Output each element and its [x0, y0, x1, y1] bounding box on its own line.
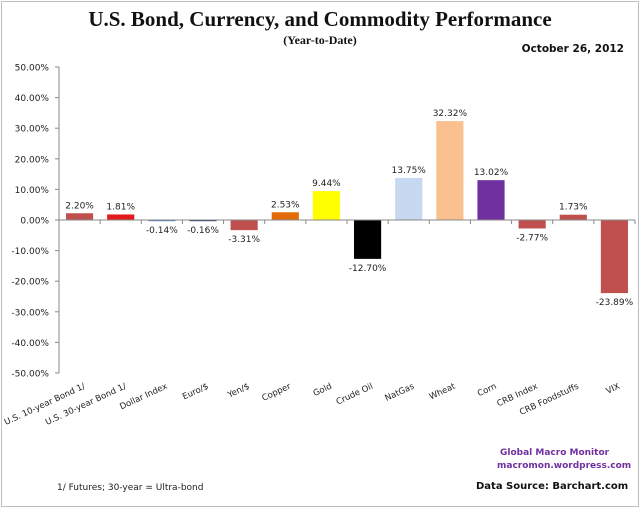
- x-tick-label: Crude Oil: [335, 382, 375, 408]
- x-tick-label: Gold: [312, 382, 334, 399]
- y-tick-label: -50.00%: [11, 370, 49, 380]
- data-label: 32.32%: [433, 109, 468, 119]
- data-label: 1.81%: [106, 202, 135, 212]
- y-tick-label: 10.00%: [15, 186, 50, 196]
- data-label: -12.70%: [349, 264, 387, 274]
- data-label: -23.89%: [596, 298, 634, 308]
- x-tick-label: Dollar Index: [118, 382, 169, 413]
- y-tick-label: 50.00%: [15, 64, 50, 74]
- bar: [271, 212, 299, 220]
- bar: [559, 214, 587, 220]
- x-tick-label: Yen/$: [225, 382, 251, 401]
- x-tick-label: Wheat: [428, 381, 458, 402]
- data-label: 2.20%: [65, 201, 94, 211]
- x-tick-label: Copper: [261, 381, 293, 403]
- data-label: -3.31%: [228, 235, 260, 245]
- x-tick-label: NatGas: [384, 381, 417, 403]
- credit-blog-url: macromon.wordpress.com: [497, 461, 632, 471]
- footnote: 1/ Futures; 30-year = Ultra-bond: [57, 483, 204, 493]
- data-label: 1.73%: [559, 203, 588, 213]
- bar: [477, 180, 505, 220]
- y-tick-label: -40.00%: [11, 339, 49, 349]
- chart-title: U.S. Bond, Currency, and Commodity Perfo…: [88, 7, 552, 31]
- bar: [230, 220, 258, 231]
- y-tick-label: 20.00%: [15, 155, 50, 165]
- x-tick-label: Euro/$: [181, 382, 210, 403]
- chart-subtitle: (Year-to-Date): [283, 33, 357, 47]
- bar: [395, 177, 423, 220]
- bar: [189, 220, 217, 222]
- x-axis: U.S. 10-year Bond 1/U.S. 30-year Bond 1/…: [3, 219, 636, 428]
- bar: [65, 213, 94, 220]
- x-tick-label: Corn: [476, 382, 498, 399]
- data-source: Data Source: Barchart.com: [476, 481, 629, 492]
- y-tick-label: -30.00%: [11, 308, 49, 318]
- bar: [353, 220, 382, 259]
- chart-date: October 26, 2012: [521, 43, 624, 55]
- y-tick-label: -10.00%: [11, 247, 49, 257]
- data-label: -0.16%: [187, 226, 219, 236]
- data-label: 13.75%: [392, 166, 427, 176]
- y-tick-label: 30.00%: [15, 125, 50, 135]
- bar: [436, 121, 464, 220]
- y-tick-label: 40.00%: [15, 94, 50, 104]
- bar: [518, 220, 546, 229]
- bars: [65, 121, 629, 294]
- y-axis: 50.00% 40.00% 30.00% 20.00% 10.00% 0.00% -10.0…: [11, 64, 60, 380]
- data-label: -2.77%: [516, 233, 548, 243]
- x-tick-label: VIX: [605, 382, 622, 397]
- data-labels: 2.20% 1.81% -0.14% -0.16% -3.31% 2.53% 9.44% -1…: [65, 109, 633, 308]
- data-label: 2.53%: [271, 200, 300, 210]
- y-tick-label: 0.00%: [20, 217, 49, 227]
- data-label: 9.44%: [312, 179, 341, 189]
- bar: [107, 214, 135, 220]
- data-label: 13.02%: [474, 168, 509, 178]
- bar: [312, 191, 341, 220]
- bar: [148, 220, 176, 222]
- y-tick-label: -20.00%: [11, 278, 49, 288]
- credit-blog-name: Global Macro Monitor: [500, 448, 610, 458]
- bar: [600, 220, 629, 294]
- data-label: -0.14%: [146, 226, 178, 236]
